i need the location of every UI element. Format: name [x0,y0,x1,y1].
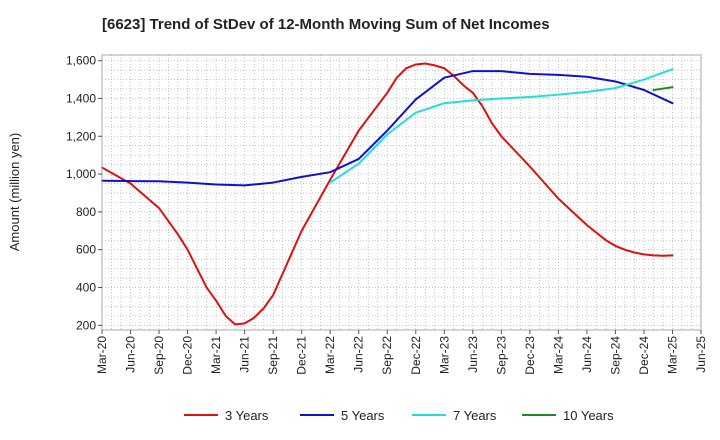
legend-label: 7 Years [453,408,497,423]
x-tick-label: Jun-25 [694,336,708,373]
x-tick-label: Sep-21 [266,336,280,375]
x-tick-label: Mar-21 [209,336,223,374]
x-tick-label: Sep-22 [380,336,394,375]
x-tick-label: Jun-22 [352,336,366,373]
x-tick-label: Dec-20 [181,336,195,375]
y-tick-label: 1,200 [66,129,96,143]
x-tick-label: Mar-23 [437,336,451,374]
x-tick-label: Mar-24 [551,336,565,374]
series-lines [101,62,674,326]
x-tick-label: Mar-20 [95,336,109,374]
y-tick-label: 1,400 [66,91,96,105]
series-line-10-years [652,86,674,91]
legend-label: 5 Years [341,408,385,423]
y-tick-label: 200 [76,318,96,332]
series-line-5-years [101,70,674,187]
y-tick-label: 800 [76,205,96,219]
y-tick-label: 1,000 [66,167,96,181]
series-line-3-years [101,62,674,326]
x-tick-label: Jun-24 [580,336,594,373]
x-tick-label: Dec-24 [637,336,651,375]
legend: 3 Years 5 Years 7 Years 10 Years [184,408,614,423]
x-tick-label: Sep-23 [494,336,508,375]
y-tick-label: 1,600 [66,54,96,68]
x-tick-label: Sep-24 [608,336,622,375]
x-axis-ticks: Mar-20 Jun-20 Sep-20 Dec-20 Mar-21 Jun-21 Sep-… [95,330,708,375]
x-tick-label: Sep-20 [152,336,166,375]
x-tick-label: Dec-21 [295,336,309,375]
x-tick-label: Dec-22 [409,336,423,375]
grid [102,55,701,330]
x-tick-label: Jun-21 [238,336,252,373]
y-tick-label: 600 [76,243,96,257]
y-tick-label: 400 [76,280,96,294]
x-tick-label: Mar-25 [665,336,679,374]
y-axis-ticks: 200 400 600 800 1,000 1,200 1,400 1,600 [66,54,102,332]
plot-area [101,54,702,331]
y-axis-label: Amount (million yen) [7,133,22,252]
x-tick-label: Mar-22 [323,336,337,374]
chart-title: [6623] Trend of StDev of 12-Month Moving… [102,16,550,33]
x-tick-label: Jun-20 [124,336,138,373]
legend-label: 10 Years [563,408,614,423]
x-tick-label: Dec-23 [523,336,537,375]
x-tick-label: Jun-23 [466,336,480,373]
series-line-7-years [329,68,674,184]
legend-label: 3 Years [225,408,269,423]
